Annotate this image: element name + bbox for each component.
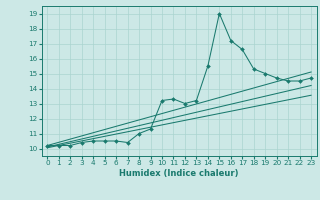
X-axis label: Humidex (Indice chaleur): Humidex (Indice chaleur)	[119, 169, 239, 178]
